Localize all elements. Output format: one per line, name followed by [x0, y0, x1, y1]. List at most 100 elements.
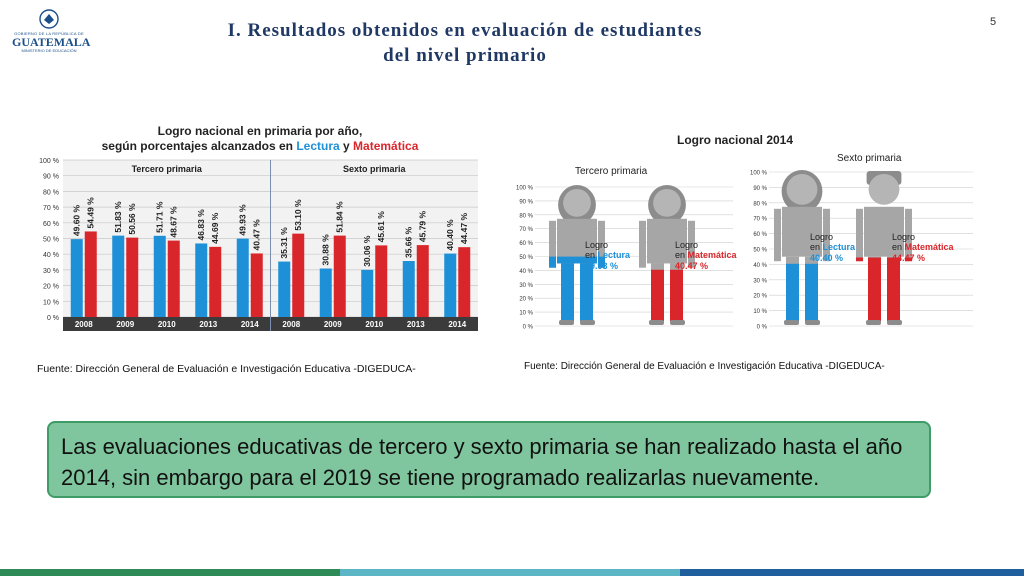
- chart2-ytick-label: 90 %: [519, 199, 533, 205]
- chart1-ytick-label: 60 %: [43, 221, 59, 228]
- head: [653, 189, 681, 217]
- chart1-bar-lectura: [195, 243, 208, 317]
- figure-en: en: [675, 250, 688, 260]
- leg-left-filled: [786, 263, 799, 321]
- chart1-year-label: 2013: [199, 320, 217, 329]
- chart1-data-label: 48.67 %: [169, 206, 179, 238]
- bottom-band-seg2: [340, 569, 680, 576]
- torso: [557, 218, 597, 264]
- figure-en: en: [892, 242, 905, 252]
- chart2-ytick-label: 80 %: [519, 213, 533, 219]
- chart1-year-label: 2010: [158, 320, 176, 329]
- chart1-year-label: 2009: [116, 320, 134, 329]
- arm-left: [774, 208, 781, 262]
- chart1-data-label: 54.49 %: [86, 197, 96, 229]
- chart2-ytick-label: 80 %: [753, 201, 767, 207]
- chart1-ytick-label: 30 %: [43, 268, 59, 275]
- bottom-band-seg1: [0, 569, 340, 576]
- chart2-ytick-label: 60 %: [753, 232, 767, 238]
- arm-right-filled: [598, 256, 605, 268]
- leg-right-filled: [580, 263, 593, 321]
- arm-right: [823, 208, 830, 262]
- chart1-data-label: 49.60 %: [72, 204, 82, 236]
- chart1-title-matematica: Matemática: [353, 139, 419, 153]
- leg-left-filled: [651, 269, 664, 321]
- shoe-left: [649, 320, 664, 325]
- coat-of-arms-icon: [39, 9, 59, 29]
- chart1-title-lectura: Lectura: [296, 139, 340, 153]
- logo-ministry: MINISTERIO DE EDUCACIÓN: [21, 48, 77, 53]
- chart1-year-cell: [146, 317, 188, 331]
- figure-en: en: [810, 242, 823, 252]
- chart1-bar-lectura: [278, 261, 291, 317]
- logo-top-text: GOBIERNO DE LA REPÚBLICA DE: [14, 31, 84, 36]
- arm-left: [856, 208, 863, 262]
- chart2-ytick-label: 40 %: [519, 269, 533, 275]
- chart1-data-label: 45.79 %: [418, 210, 428, 242]
- chart1-bar-lectura: [112, 235, 125, 317]
- leg-right-filled: [670, 269, 683, 321]
- arm-right: [905, 208, 912, 262]
- logo-name: GUATEMALA: [12, 35, 91, 49]
- bottom-band: [0, 569, 1024, 576]
- guatemala-logo: GOBIERNO DE LA REPÚBLICA DE GUATEMALA MI…: [12, 8, 91, 64]
- chart1-title-prefix: según porcentajes alcanzados en: [101, 139, 297, 153]
- chart2-ytick-label: 90 %: [753, 186, 767, 192]
- chart2-ytick-label: 70 %: [753, 217, 767, 223]
- chart2-ytick-label: 10 %: [753, 309, 767, 315]
- chart1-bar-matematica: [458, 247, 471, 317]
- shoe-right: [580, 320, 595, 325]
- chart1-year-label: 2009: [324, 320, 342, 329]
- slide-title: I. Resultados obtenidos en evaluación de…: [160, 18, 770, 68]
- figure-value-label: 44.47 %: [892, 253, 925, 263]
- chart1-ytick-label: 40 %: [43, 252, 59, 259]
- chart1-ytick-label: 0 %: [47, 315, 59, 322]
- slide-title-line2: del nivel primario: [383, 45, 547, 66]
- chart1-data-label: 44.69 %: [210, 212, 220, 244]
- chart2-ytick-label: 70 %: [519, 227, 533, 233]
- source-left: Fuente: Dirección General de Evaluación …: [37, 363, 416, 375]
- chart1-ytick-label: 70 %: [43, 205, 59, 212]
- bottom-band-seg3: [680, 569, 1024, 576]
- chart1-data-label: 49.93 %: [238, 204, 248, 236]
- chart1-bar-matematica: [126, 237, 139, 317]
- chart2-panel: Tercero primaria 100 % 90 % 80 % 70 % 60 % 50 …: [516, 166, 738, 331]
- chart1-year-label: 2010: [365, 320, 383, 329]
- chart1-year-cell: [353, 317, 395, 331]
- chart1-data-label: 46.83 %: [196, 209, 206, 241]
- chart1-ytick-label: 10 %: [43, 299, 59, 306]
- chart1-data-label: 53.10 %: [293, 199, 303, 231]
- chart2-ytick-label: 100 %: [750, 171, 768, 177]
- figure-logro-label: Logro: [810, 232, 833, 242]
- chart1-data-label: 35.31 %: [279, 227, 289, 259]
- chart2-ytick-label: 40 %: [753, 263, 767, 269]
- chart1-year-label: 2008: [282, 320, 300, 329]
- chart1-bar-matematica: [250, 253, 263, 317]
- shoe-left: [866, 320, 881, 325]
- figure-subject: Lectura: [598, 250, 632, 260]
- figure-logro-label: Logro: [585, 240, 608, 250]
- figure-subject-label: en Matemática: [892, 242, 955, 252]
- page-number: 5: [990, 16, 997, 28]
- callout-box: Las evaluaciones educativas de tercero y…: [47, 421, 931, 498]
- chart1-data-label: 44.47 %: [459, 213, 469, 245]
- chart1-title-conj: y: [339, 139, 354, 153]
- figure-subject: Matemática: [905, 242, 955, 252]
- chart1-year-label: 2014: [448, 320, 466, 329]
- figure-subject: Lectura: [823, 242, 857, 252]
- figure-value-label: 49.93 %: [585, 261, 618, 271]
- chart1-year-label: 2014: [241, 320, 259, 329]
- chart1-bar-lectura: [70, 239, 83, 317]
- chart1-ytick-label: 50 %: [43, 237, 59, 244]
- torso: [864, 206, 904, 257]
- arm-left-filled: [549, 256, 556, 268]
- chart2-ytick-label: 20 %: [753, 294, 767, 300]
- leg-left-filled: [868, 257, 881, 321]
- torso: [647, 218, 687, 264]
- chart2-ytick-label: 0 %: [757, 325, 768, 331]
- chart2-ytick-label: 30 %: [753, 278, 767, 284]
- chart1-bar-lectura: [153, 235, 166, 317]
- chart1-bar-matematica: [375, 245, 388, 317]
- chart1-data-label: 50.56 %: [127, 203, 137, 235]
